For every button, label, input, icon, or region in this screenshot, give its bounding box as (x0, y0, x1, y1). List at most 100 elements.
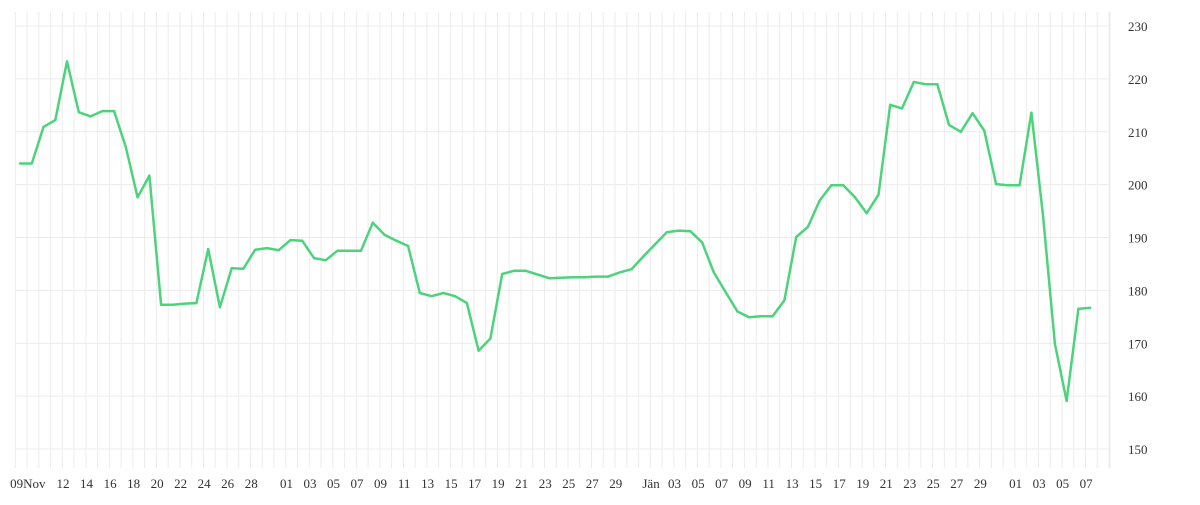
data-point (665, 231, 668, 234)
x-tick-label: 11 (762, 476, 775, 491)
x-tick-label: 09 (374, 476, 387, 491)
data-point (324, 259, 327, 262)
data-point (759, 315, 763, 318)
x-tick-label: 07 (351, 476, 365, 491)
data-point (889, 103, 892, 106)
data-point (618, 271, 621, 274)
data-point (700, 241, 704, 244)
y-axis-labels: 150 160 170 180 190 200 210 220 230 (1128, 19, 1148, 457)
data-point (453, 294, 457, 298)
data-point (171, 303, 175, 306)
data-point (242, 267, 245, 270)
data-point (747, 316, 751, 319)
x-tick-label: 15 (445, 476, 458, 491)
data-point (512, 269, 516, 273)
x-tick-label: 11 (398, 476, 411, 491)
data-point (136, 196, 139, 199)
data-point (230, 266, 233, 270)
data-point (442, 291, 445, 295)
data-point (148, 174, 151, 177)
x-tick-label: 01 (1009, 476, 1022, 491)
x-tick-label: 22 (174, 476, 187, 491)
data-point (571, 275, 574, 279)
x-tick-label: 23 (539, 476, 552, 491)
x-tick-label: 16 (104, 476, 118, 491)
data-point (301, 239, 304, 242)
x-tick-label: Jän (642, 476, 660, 491)
data-point (465, 301, 469, 305)
data-point (206, 247, 210, 251)
data-point (959, 130, 962, 133)
data-point (89, 115, 92, 118)
data-point (42, 125, 45, 129)
data-point (112, 109, 116, 113)
x-tick-label: 20 (151, 476, 164, 491)
data-point (724, 290, 727, 294)
y-tick-label: 230 (1128, 19, 1148, 34)
data-point (818, 199, 821, 202)
x-tick-label: 12 (57, 476, 70, 491)
x-tick-label: 19 (856, 476, 869, 491)
data-point (1065, 399, 1068, 403)
data-point (395, 239, 398, 242)
x-tick-label: 21 (880, 476, 893, 491)
data-point (500, 272, 504, 276)
y-tick-label: 190 (1128, 231, 1148, 246)
x-tick-label: 09Nov (10, 476, 46, 491)
data-point (924, 82, 927, 86)
price-line (20, 60, 1091, 403)
data-point (406, 244, 410, 248)
data-point (289, 238, 292, 242)
data-point (1018, 183, 1021, 187)
data-point (794, 235, 798, 239)
data-point (559, 276, 563, 279)
data-point (77, 110, 81, 114)
x-tick-label: 13 (421, 476, 434, 491)
y-tick-label: 220 (1128, 72, 1148, 87)
data-point (265, 246, 269, 250)
grid (14, 12, 1111, 468)
x-tick-label: 17 (468, 476, 482, 491)
x-tick-label: 13 (786, 476, 799, 491)
data-point (865, 211, 868, 215)
x-tick-label: 24 (198, 476, 212, 491)
data-point (1030, 111, 1033, 114)
x-tick-label: 29 (609, 476, 622, 491)
data-point (783, 299, 786, 302)
data-point (548, 277, 551, 280)
data-point (1088, 306, 1092, 310)
data-point (983, 129, 986, 132)
x-tick-label: 05 (692, 476, 705, 491)
x-tick-label: 14 (80, 476, 94, 491)
data-point (947, 123, 951, 127)
data-point (524, 269, 527, 273)
data-point (183, 302, 186, 305)
x-tick-label: 23 (903, 476, 916, 491)
data-point (606, 275, 610, 278)
y-tick-label: 200 (1128, 178, 1148, 193)
x-tick-label: 25 (562, 476, 575, 491)
data-point (642, 255, 645, 258)
data-point (159, 303, 163, 306)
data-point (595, 275, 598, 278)
data-point (418, 291, 422, 295)
data-point (489, 337, 492, 340)
data-point (842, 183, 845, 187)
data-point (630, 268, 633, 271)
x-tick-label: 21 (515, 476, 528, 491)
data-point (477, 349, 480, 352)
data-point (689, 229, 692, 233)
data-point (1006, 183, 1010, 187)
x-tick-label: 27 (950, 476, 964, 491)
x-tick-label: 05 (1056, 476, 1069, 491)
x-tick-label: 17 (833, 476, 847, 491)
x-tick-label: 03 (668, 476, 681, 491)
data-point (536, 273, 539, 276)
y-tick-label: 150 (1128, 442, 1148, 457)
data-point (712, 271, 716, 274)
x-tick-label: 03 (304, 476, 317, 491)
x-axis-labels: 09Nov 12 14 16 18 20 22 24 26 28 01 03 05 07 09 11 13 15 1… (10, 476, 1093, 491)
x-tick-label: 18 (127, 476, 140, 491)
data-point (736, 310, 739, 313)
data-point (430, 294, 433, 298)
